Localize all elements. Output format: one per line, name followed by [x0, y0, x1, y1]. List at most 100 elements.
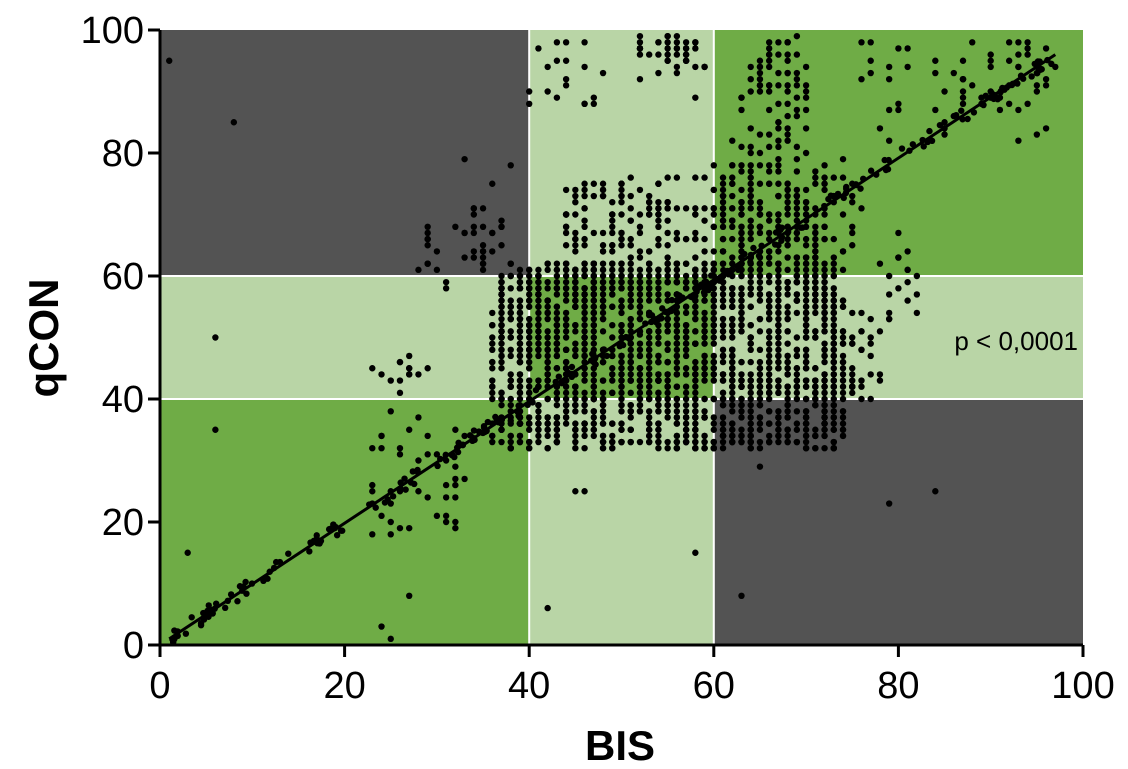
data-point	[664, 371, 671, 378]
data-point	[452, 481, 459, 489]
data-point	[747, 438, 754, 446]
data-point	[507, 432, 514, 440]
data-point	[821, 297, 828, 304]
data-point	[655, 377, 662, 384]
data-point	[839, 420, 847, 427]
data-point	[553, 395, 561, 403]
data-point	[636, 438, 644, 446]
data-point	[867, 340, 874, 347]
data-point	[959, 88, 967, 95]
data-point	[701, 217, 708, 224]
data-point	[830, 297, 837, 304]
data-point	[498, 395, 505, 403]
data-point	[969, 82, 976, 89]
data-point	[590, 432, 598, 440]
data-point	[692, 426, 699, 433]
data-point	[572, 291, 579, 298]
data-point	[784, 180, 791, 187]
data-point	[627, 438, 634, 446]
data-point	[609, 272, 616, 280]
data-point	[424, 451, 431, 458]
data-point	[858, 205, 865, 212]
data-point	[433, 512, 441, 520]
data-point	[507, 445, 514, 452]
data-point	[812, 401, 819, 409]
data-point	[876, 377, 884, 384]
data-point	[775, 260, 782, 267]
p-value-annotation: p < 0,0001	[954, 326, 1078, 356]
data-point	[673, 39, 681, 46]
data-point	[516, 303, 524, 310]
data-point	[793, 291, 801, 298]
data-point	[581, 401, 588, 409]
data-point	[812, 278, 819, 286]
data-point	[710, 445, 717, 452]
data-point	[692, 408, 699, 415]
data-point	[941, 119, 948, 126]
data-point	[812, 285, 819, 292]
data-point	[692, 174, 699, 181]
data-point	[599, 260, 607, 267]
data-point	[645, 340, 653, 347]
data-point	[369, 488, 376, 495]
data-point	[581, 297, 588, 304]
data-point	[741, 250, 748, 258]
data-point	[590, 260, 598, 267]
data-point	[599, 377, 607, 384]
data-point	[849, 334, 856, 341]
data-point	[568, 363, 576, 371]
data-point	[581, 272, 588, 280]
data-point	[396, 445, 404, 452]
data-point	[636, 309, 644, 317]
data-point	[389, 493, 397, 500]
data-point	[572, 438, 579, 446]
data-point	[553, 309, 561, 317]
data-point	[572, 229, 579, 237]
data-point	[461, 432, 468, 440]
data-point	[581, 235, 588, 243]
data-point	[498, 315, 505, 323]
data-point	[793, 426, 801, 433]
data-point	[913, 291, 921, 298]
data-point	[516, 389, 524, 397]
data-point	[572, 383, 579, 390]
data-point	[581, 315, 588, 323]
data-point	[830, 266, 837, 274]
data-point	[756, 229, 764, 237]
data-point	[802, 426, 810, 433]
data-point	[830, 358, 837, 366]
data-point	[756, 69, 764, 77]
data-point	[590, 371, 598, 378]
data-point	[479, 248, 487, 255]
data-point	[821, 420, 828, 427]
data-point	[369, 365, 376, 372]
data-point	[784, 39, 791, 46]
data-point	[516, 420, 524, 427]
data-point	[876, 125, 884, 132]
data-point	[599, 272, 607, 280]
data-point	[590, 334, 598, 341]
data-point	[526, 285, 533, 292]
data-point	[729, 358, 736, 366]
data-point	[581, 377, 588, 384]
data-point	[535, 45, 542, 52]
data-point	[562, 272, 570, 280]
data-point	[765, 51, 773, 58]
data-point	[572, 297, 579, 304]
data-point	[729, 322, 736, 329]
data-point	[489, 432, 496, 440]
data-point	[553, 39, 561, 46]
data-point	[716, 277, 723, 284]
data-point	[775, 125, 782, 132]
data-point	[507, 438, 514, 446]
data-point	[627, 285, 634, 292]
data-point	[821, 358, 828, 366]
data-point	[470, 205, 478, 212]
data-point	[664, 340, 671, 347]
data-point	[756, 162, 764, 169]
data-point	[562, 297, 570, 304]
data-point	[599, 395, 607, 403]
data-point	[738, 408, 745, 415]
data-point	[692, 205, 699, 212]
data-point	[775, 438, 782, 446]
